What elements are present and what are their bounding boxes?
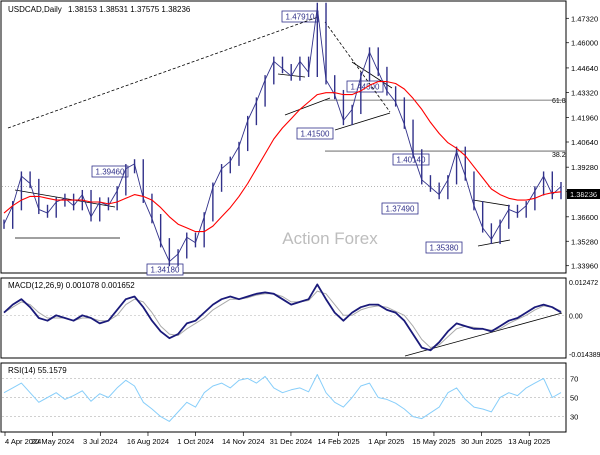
svg-text:1.44500: 1.44500 [351, 83, 380, 92]
trendline [351, 61, 393, 89]
price-panel-frame [0, 0, 567, 274]
x-tick-label: 3 Jul 2024 [83, 437, 118, 446]
svg-text:1.40140: 1.40140 [397, 156, 426, 165]
price-y-tick-label: 1.37960 [571, 188, 598, 197]
x-tick-label: 15 May 2025 [412, 437, 455, 446]
svg-text:1.41500: 1.41500 [301, 130, 330, 139]
symbol-label: USDCAD,Daily [8, 5, 62, 14]
rsi-y-tick-label: 70 [570, 374, 578, 383]
macd-line [3, 283, 562, 352]
price-y-tick-label: 1.44640 [571, 64, 598, 73]
x-tick-label: 31 Dec 2024 [270, 437, 313, 446]
level-label-1-41500: 1.41500 [296, 127, 334, 140]
price-y-tick-label: 1.36600 [571, 213, 598, 222]
trendline [284, 97, 331, 116]
level-label-1-44500: 1.44500 [346, 80, 384, 93]
macd-title: MACD(12,26,9) 0.001078 0.001652 [8, 281, 135, 290]
macd-y-tick-label: 0.012472 [569, 280, 598, 287]
x-tick-label: 14 Nov 2024 [222, 437, 265, 446]
price-y-tick-label: 1.41960 [571, 114, 598, 123]
fib-label-38-2: 38.2 [552, 152, 566, 159]
svg-text:1.37490: 1.37490 [386, 205, 415, 214]
rsi-y-tick-label: 30 [570, 413, 578, 422]
price-y-tick-label: 1.40640 [571, 138, 598, 147]
trendline [324, 21, 391, 113]
x-tick-label: 30 Jun 2025 [461, 437, 502, 446]
level-label-1-35380: 1.35380 [425, 241, 463, 254]
price-y-tick-label: 1.33960 [571, 262, 598, 271]
watermark-text: Action Forex [282, 229, 378, 248]
trendline [472, 199, 511, 207]
svg-text:1.35380: 1.35380 [430, 244, 459, 253]
rsi-title: RSI(14) 55.1579 [8, 366, 67, 375]
current-price-label: 1.38236 [567, 189, 600, 199]
svg-text:1.38236: 1.38236 [570, 190, 597, 199]
x-tick-label: 4 Apr 2024 [5, 437, 41, 446]
macd-y-tick-label: -0.014389 [569, 352, 600, 359]
trendline [334, 112, 391, 131]
trendline [477, 239, 511, 247]
svg-text:1.39460: 1.39460 [96, 168, 125, 177]
x-tick-label: 20 May 2024 [31, 437, 74, 446]
rsi-panel-frame [0, 362, 567, 433]
ohlc-readout: 1.38153 1.38531 1.37575 1.38236 [68, 5, 191, 14]
x-tick-label: 1 Oct 2024 [177, 437, 214, 446]
level-label-1-34180: 1.34180 [146, 263, 184, 276]
ma-line [3, 81, 562, 233]
rsi-y-tick-label: 50 [570, 394, 578, 403]
macd-panel-frame [0, 277, 567, 359]
level-label-1-47910: 1.47910 [281, 10, 319, 23]
price-y-tick-label: 1.47320 [571, 14, 598, 23]
rsi-line [3, 374, 562, 422]
x-tick-label: 1 Apr 2025 [368, 437, 404, 446]
series-layer [3, 2, 562, 422]
price-y-tick-label: 1.39280 [571, 163, 598, 172]
price-line [3, 6, 562, 263]
level-label-1-40140: 1.40140 [392, 153, 430, 166]
price-y-tick-label: 1.46000 [571, 39, 598, 48]
svg-text:1.34180: 1.34180 [151, 266, 180, 275]
fib-label-61-8: 61.8 [552, 98, 566, 105]
macd-y-tick-label: 0.00 [569, 313, 583, 320]
x-tick-label: 16 Aug 2024 [127, 437, 169, 446]
svg-text:1.47910: 1.47910 [286, 13, 315, 22]
level-label-1-39460: 1.39460 [91, 165, 129, 178]
price-y-tick-label: 1.43320 [571, 88, 598, 97]
level-label-1-37490: 1.37490 [381, 202, 419, 215]
x-tick-label: 13 Aug 2025 [508, 437, 550, 446]
x-tick-label: 14 Feb 2025 [318, 437, 360, 446]
price-y-tick-label: 1.35280 [571, 237, 598, 246]
